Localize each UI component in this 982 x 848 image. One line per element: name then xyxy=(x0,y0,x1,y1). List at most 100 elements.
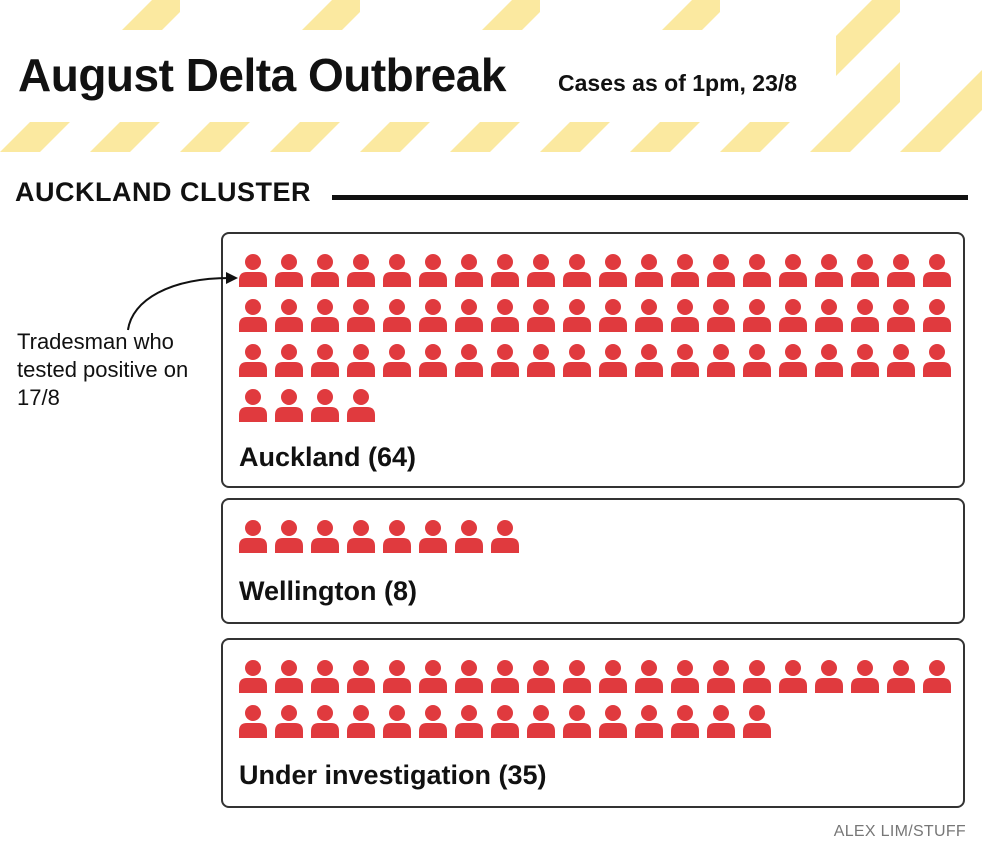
person-icon xyxy=(923,660,951,693)
person-icon xyxy=(923,344,951,377)
person-icon xyxy=(311,705,339,738)
icon-grid-under-investigation xyxy=(239,660,951,738)
person-icon xyxy=(851,344,879,377)
person-icon xyxy=(887,299,915,332)
person-icon xyxy=(923,254,951,287)
group-box-auckland: Auckland (64) xyxy=(221,232,965,488)
person-icon xyxy=(599,344,627,377)
person-icon xyxy=(311,660,339,693)
person-icon xyxy=(239,660,267,693)
person-icon xyxy=(599,705,627,738)
group-label-wellington: Wellington (8) xyxy=(239,576,417,606)
person-icon xyxy=(239,520,267,553)
person-icon xyxy=(635,254,663,287)
person-icon xyxy=(563,660,591,693)
person-icon xyxy=(815,299,843,332)
person-icon xyxy=(527,705,555,738)
person-icon xyxy=(275,299,303,332)
person-icon xyxy=(419,254,447,287)
person-icon xyxy=(347,389,375,422)
icon-grid-auckland xyxy=(239,254,951,422)
person-icon xyxy=(563,254,591,287)
person-icon xyxy=(707,254,735,287)
person-icon xyxy=(923,299,951,332)
person-icon xyxy=(743,344,771,377)
person-icon xyxy=(383,520,411,553)
person-icon xyxy=(311,520,339,553)
person-icon xyxy=(671,344,699,377)
person-icon xyxy=(383,705,411,738)
person-icon xyxy=(275,705,303,738)
person-icon xyxy=(347,344,375,377)
person-icon xyxy=(779,299,807,332)
person-icon xyxy=(635,705,663,738)
annotation-arrow xyxy=(127,272,238,331)
person-icon xyxy=(635,344,663,377)
person-icon xyxy=(419,299,447,332)
person-icon xyxy=(563,344,591,377)
person-icon xyxy=(743,705,771,738)
chart-title: August Delta Outbreak xyxy=(18,49,506,101)
person-icon xyxy=(707,344,735,377)
person-icon xyxy=(311,389,339,422)
person-icon xyxy=(347,254,375,287)
person-icon xyxy=(527,254,555,287)
person-icon xyxy=(527,344,555,377)
annotation-tradesman: Tradesman who tested positive on 17/8 xyxy=(17,329,189,410)
group-box-wellington: Wellington (8) xyxy=(221,498,965,624)
person-icon xyxy=(491,254,519,287)
person-icon xyxy=(311,254,339,287)
person-icon xyxy=(239,254,267,287)
hazard-stripe-banner xyxy=(0,0,982,152)
person-icon xyxy=(743,299,771,332)
person-icon xyxy=(455,299,483,332)
person-icon xyxy=(779,254,807,287)
person-icon xyxy=(599,299,627,332)
person-icon xyxy=(275,660,303,693)
person-icon xyxy=(275,389,303,422)
person-icon xyxy=(419,660,447,693)
icon-grid-wellington xyxy=(239,520,519,553)
person-icon xyxy=(239,344,267,377)
person-icon xyxy=(779,660,807,693)
person-icon xyxy=(851,660,879,693)
person-icon xyxy=(743,660,771,693)
person-icon xyxy=(383,299,411,332)
person-icon xyxy=(635,299,663,332)
person-icon xyxy=(347,299,375,332)
person-icon xyxy=(383,344,411,377)
person-icon xyxy=(419,705,447,738)
person-icon xyxy=(347,660,375,693)
person-icon xyxy=(383,254,411,287)
person-icon xyxy=(347,520,375,553)
person-icon xyxy=(311,344,339,377)
person-icon xyxy=(491,299,519,332)
person-icon xyxy=(671,660,699,693)
person-icon xyxy=(671,254,699,287)
person-icon xyxy=(563,299,591,332)
group-box-under-investigation: Under investigation (35) xyxy=(221,638,965,808)
person-icon xyxy=(275,520,303,553)
person-icon xyxy=(887,254,915,287)
person-icon xyxy=(239,389,267,422)
person-icon xyxy=(563,705,591,738)
person-icon xyxy=(635,660,663,693)
section-title: AUCKLAND CLUSTER xyxy=(15,177,311,207)
person-icon xyxy=(887,660,915,693)
person-icon xyxy=(455,254,483,287)
person-icon xyxy=(779,344,807,377)
person-icon xyxy=(239,705,267,738)
person-icon xyxy=(599,254,627,287)
group-label-under-investigation: Under investigation (35) xyxy=(239,760,547,790)
person-icon xyxy=(815,660,843,693)
person-icon xyxy=(707,660,735,693)
credit: ALEX LIM/STUFF xyxy=(833,823,966,840)
person-icon xyxy=(455,660,483,693)
person-icon xyxy=(275,344,303,377)
person-icon xyxy=(671,299,699,332)
person-icon xyxy=(491,705,519,738)
person-icon xyxy=(383,660,411,693)
person-icon xyxy=(455,520,483,553)
person-icon xyxy=(419,520,447,553)
person-icon xyxy=(239,299,267,332)
